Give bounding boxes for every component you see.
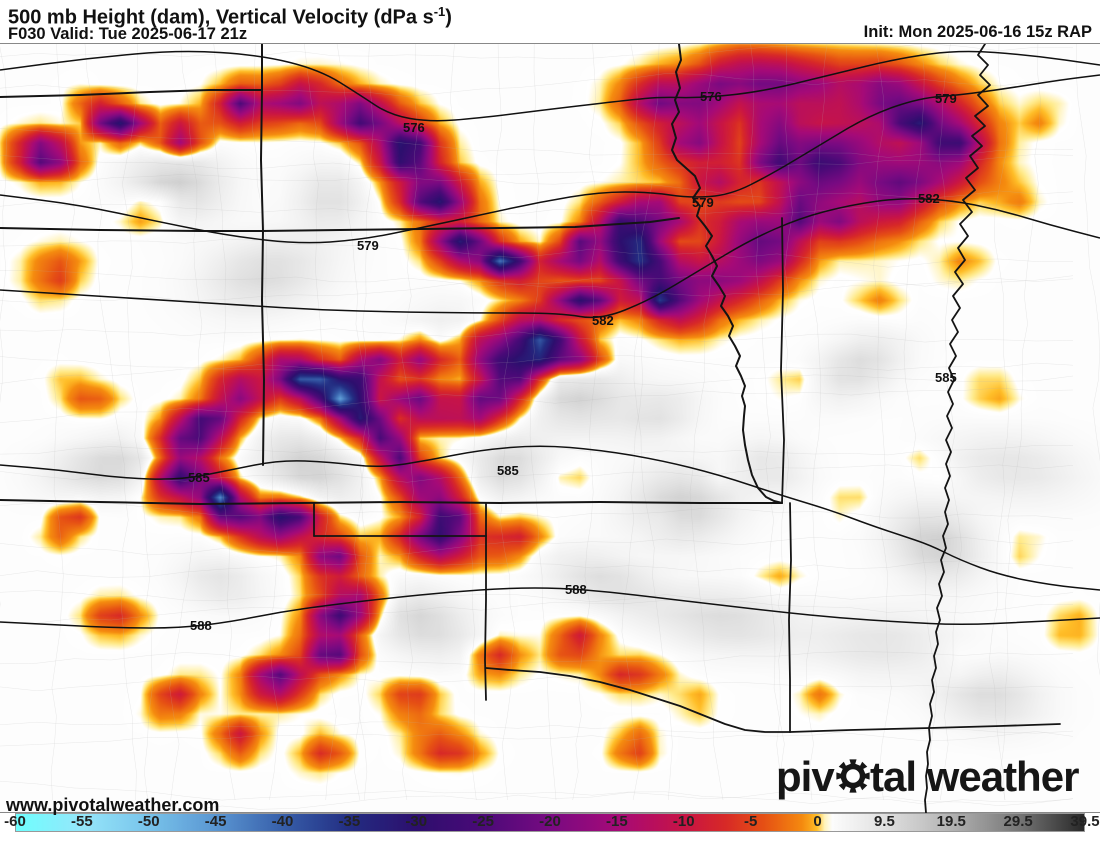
svg-text:579: 579	[357, 238, 379, 253]
svg-text:576: 576	[700, 89, 722, 104]
svg-text:588: 588	[565, 582, 587, 597]
svg-text:579: 579	[935, 91, 957, 106]
svg-text:588: 588	[190, 618, 212, 633]
svg-text:576: 576	[403, 120, 425, 135]
svg-text:tal weather: tal weather	[870, 755, 1079, 800]
svg-text:579: 579	[692, 195, 714, 210]
svg-text:585: 585	[935, 370, 957, 385]
svg-text:582: 582	[918, 191, 940, 206]
svg-text:585: 585	[497, 463, 519, 478]
svg-text:582: 582	[592, 313, 614, 328]
svg-text:585: 585	[188, 470, 210, 485]
svg-text:piv: piv	[776, 755, 835, 800]
